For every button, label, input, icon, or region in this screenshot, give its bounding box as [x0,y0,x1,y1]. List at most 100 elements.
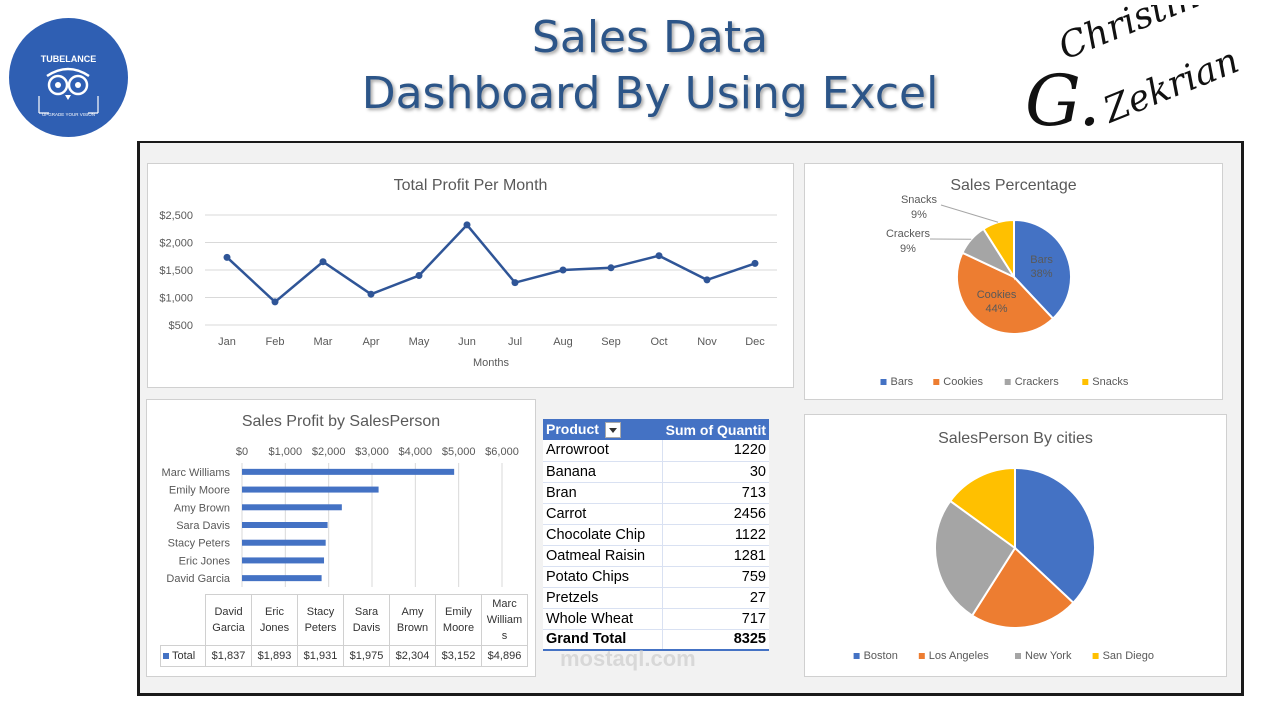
bar-chart-title: Sales Profit by SalesPerson [241,413,441,430]
page-title: Sales Data Dashboard By Using Excel [300,10,1000,122]
pivot-grand-total-row[interactable]: Grand Total 8325 [543,628,769,651]
pivot-header-product-label: Product [546,420,599,437]
pie-slice-boston [1014,466,1096,605]
data-point [271,298,279,306]
pivot-row[interactable]: Pretzels 27 [543,587,769,609]
owl-logo-icon: TUBELANCE UPGRADE YOUR VISION [38,54,99,117]
data-table-column-header: Amy Brown [389,594,436,646]
category-label: Marc Williams [162,467,231,479]
pivot-grand-total-value[interactable]: 8325 [662,628,769,651]
pivot-product-cell[interactable]: Whole Wheat [543,608,663,630]
data-table-value: $1,893 [251,645,298,667]
pie-slice-snacks [982,218,1015,281]
pivot-row[interactable]: Carrot 2456 [543,503,769,525]
legend-label: Bars [891,376,914,388]
pivot-row[interactable]: Arrowroot 1220 [543,440,769,462]
legend-label: Cookies [943,376,983,388]
data-label-pct: 44% [986,303,1008,315]
pie-slice-new-york [934,499,1017,617]
title-line-2: Dashboard By Using Excel [361,68,939,119]
data-point [559,266,567,274]
data-table-column-header: Eric Jones [251,594,298,646]
x-tick-label: Jun [458,336,476,348]
pivot-product-cell[interactable]: Carrot [543,503,663,525]
data-label-name: Snacks [901,194,938,206]
legend-swatch [1092,653,1099,659]
data-point [415,272,423,279]
pivot-row[interactable]: Chocolate Chip 1122 [543,524,769,546]
pivot-row[interactable]: Potato Chips 759 [543,566,769,588]
pivot-header-row: Product Sum of Quantit [543,419,769,440]
data-table-corner [161,595,206,646]
leader-line [940,204,999,223]
line-chart-panel[interactable]: Total Profit Per Month [147,163,794,388]
pivot-quantity-cell[interactable]: 759 [662,566,769,588]
pie-chart-title: Sales Percentage [950,177,1077,194]
bar [242,522,328,528]
pie-slice-san-diego [948,466,1016,550]
pivot-quantity-cell[interactable]: 30 [662,461,769,483]
pivot-header-product[interactable]: Product [543,419,663,440]
data-table-column-header: Stacy Peters [297,594,344,646]
legend-swatch [853,653,860,659]
data-table-header-row: David Garcia Eric Jones Stacy Peters Sara D… [161,594,528,646]
pivot-row[interactable]: Bran 713 [543,482,769,504]
pivot-product-cell[interactable]: Potato Chips [543,566,663,588]
pivot-row[interactable]: Banana 30 [543,461,769,483]
pivot-product-cell[interactable]: Arrowroot [543,440,663,462]
logo-text: TUBELANCE [41,54,97,64]
pivot-quantity-cell[interactable]: 713 [662,482,769,504]
pivot-grand-total-label[interactable]: Grand Total [543,628,663,651]
x-tick-label: $1,000 [269,446,303,458]
y-tick-label: $1,500 [159,265,193,277]
product-pivot-table[interactable]: Product Sum of Quantit Arrowroot 1220 Bana… [543,419,769,651]
category-label: Eric Jones [179,555,231,567]
pivot-quantity-cell[interactable]: 1220 [662,440,769,462]
x-tick-label: Nov [697,336,717,348]
data-table-values-row: Total $1,837 $1,893 $1,931 $1,975 $2,304 $3,15… [160,645,528,667]
salesperson-cities-chart: Boston Los Angeles New York San Diego [853,466,1154,662]
pivot-quantity-cell[interactable]: 717 [662,608,769,630]
logo-subtext: UPGRADE YOUR VISION [42,112,95,117]
data-point [367,290,375,298]
data-table-column-header: David Garcia [205,594,252,646]
category-label: Stacy Peters [168,538,231,550]
pivot-quantity-cell[interactable]: 2456 [662,503,769,525]
legend-swatch [918,653,925,659]
pivot-header-quantity: Sum of Quantit [662,419,769,440]
data-table-value: $3,152 [435,645,482,667]
pivot-product-cell[interactable]: Chocolate Chip [543,524,663,546]
legend-label: Snacks [1092,376,1129,388]
data-table-value: $1,975 [343,645,390,667]
pie-slice-los-angeles [970,546,1075,629]
pivot-quantity-cell[interactable]: 1281 [662,545,769,567]
category-label: David Garcia [166,573,230,585]
pie-chart-panel[interactable]: Sales Percentage [804,163,1223,400]
data-table-value: $1,931 [297,645,344,667]
pivot-quantity-cell[interactable]: 27 [662,587,769,609]
pivot-row[interactable]: Oatmeal Raisin 1281 [543,545,769,567]
bar [242,539,326,546]
pivot-product-cell[interactable]: Bran [543,482,663,504]
x-tick-label: Jan [218,336,236,348]
pie-slice-cookies [956,251,1055,335]
pivot-product-cell[interactable]: Banana [543,461,663,483]
data-table-column-header: Marc William s [481,594,528,646]
signature: Christine G. Zekrian [1025,5,1245,142]
pivot-quantity-cell[interactable]: 1122 [662,524,769,546]
x-tick-label: Aug [553,336,573,348]
data-point [607,264,615,272]
y-tick-label: $1,000 [159,293,193,305]
filter-dropdown-icon[interactable] [604,422,621,439]
pivot-row[interactable]: Whole Wheat 717 [543,608,769,630]
pivot-product-cell[interactable]: Oatmeal Raisin [543,545,663,567]
data-point [319,258,327,266]
legend-swatch [163,653,169,659]
pivot-product-cell[interactable]: Pretzels [543,587,663,609]
data-label-pct: 38% [1031,268,1053,280]
x-tick-label: $2,000 [312,446,346,458]
y-tick-label: $2,000 [159,238,193,250]
data-table-column-header: Emily Moore [435,594,482,646]
title-line-1: Sales Data [531,12,769,63]
legend-label: Los Angeles [929,650,989,662]
